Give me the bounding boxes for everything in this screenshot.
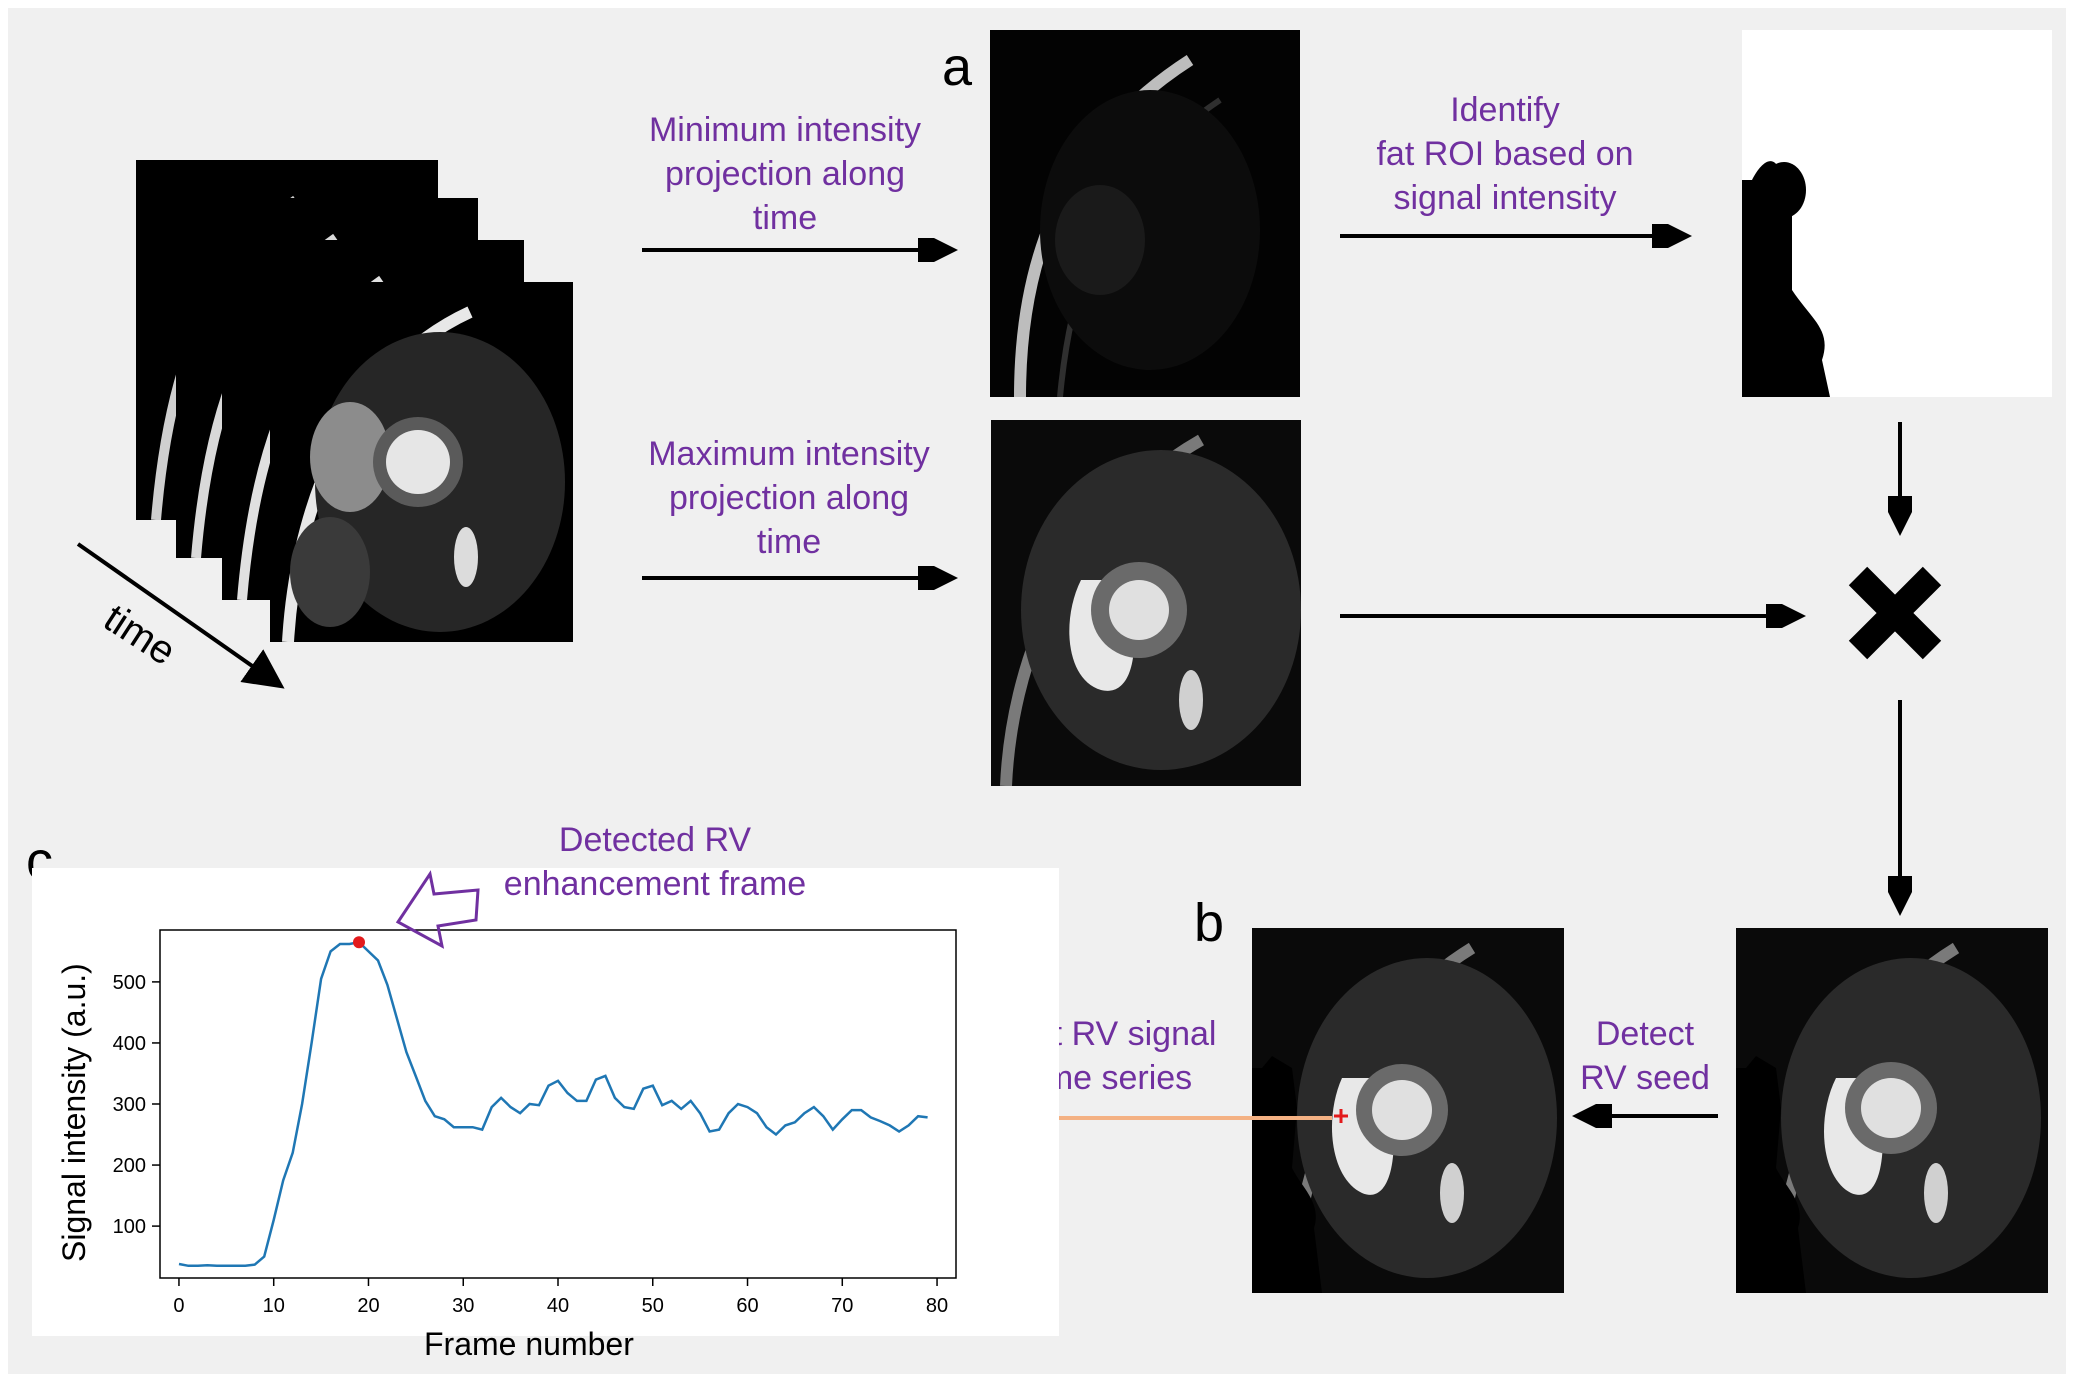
max-projection-label: Maximum intensity projection along time bbox=[648, 435, 930, 561]
y-tick-label: 400 bbox=[113, 1033, 146, 1055]
x-tick-label: 10 bbox=[263, 1295, 285, 1317]
multiply-icon bbox=[1848, 566, 1942, 660]
x-tick-label: 70 bbox=[831, 1295, 853, 1317]
x-tick-label: 50 bbox=[642, 1295, 664, 1317]
arrow-to-max-projection bbox=[642, 566, 958, 590]
x-axis-label: Frame number bbox=[424, 1326, 634, 1362]
arrow-to-fat-mask bbox=[1340, 224, 1692, 248]
identify-fat-label: Identify fat ROI based on signal intensity bbox=[1376, 91, 1634, 217]
y-tick-label: 200 bbox=[113, 1155, 146, 1177]
x-tick-label: 30 bbox=[452, 1295, 474, 1317]
y-tick-label: 100 bbox=[113, 1216, 146, 1238]
y-tick-label: 300 bbox=[113, 1094, 146, 1116]
mri-frame-stack-4 bbox=[270, 282, 573, 642]
time-arrow bbox=[76, 542, 285, 689]
detected-frame-arrow bbox=[395, 870, 480, 949]
signal-series-line bbox=[178, 940, 928, 1268]
fat-roi-mask-image bbox=[1742, 30, 2052, 397]
max-intensity-image bbox=[991, 420, 1301, 786]
x-tick-label: 40 bbox=[547, 1295, 569, 1317]
peak-marker bbox=[353, 936, 365, 949]
arrow-to-seed-image bbox=[1572, 1104, 1718, 1128]
arrow-multiply-to-masked bbox=[1888, 700, 1912, 916]
detect-seed-label: Detect RV seed bbox=[1580, 1015, 1710, 1097]
detected-frame-label: Detected RV enhancement frame bbox=[503, 821, 807, 903]
panel-letter-b: b bbox=[1194, 893, 1225, 953]
x-tick-label: 80 bbox=[926, 1295, 948, 1317]
y-tick-label: 500 bbox=[113, 972, 146, 994]
x-tick-label: 20 bbox=[357, 1295, 379, 1317]
arrow-mask-to-multiply bbox=[1888, 422, 1912, 536]
rv-seed-image bbox=[1252, 928, 1564, 1293]
x-tick-label: 0 bbox=[173, 1295, 184, 1317]
arrow-to-min-projection bbox=[642, 238, 958, 262]
x-tick-label: 60 bbox=[736, 1295, 758, 1317]
min-intensity-image bbox=[990, 30, 1300, 397]
masked-max-image bbox=[1736, 928, 2048, 1293]
plot-frame bbox=[159, 929, 957, 1279]
arrow-max-to-multiply bbox=[1340, 604, 1806, 628]
min-projection-label: Minimum intensity projection along time bbox=[648, 111, 922, 237]
signal-plot-background bbox=[32, 868, 1059, 1336]
y-axis-label: Signal intensity (a.u.) bbox=[56, 963, 92, 1262]
panel-letter-a: a bbox=[942, 37, 973, 97]
